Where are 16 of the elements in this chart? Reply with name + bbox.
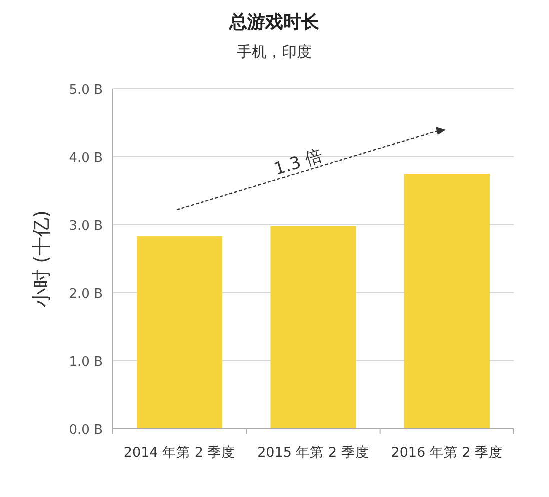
bar — [137, 236, 223, 429]
chart-subtitle: 手机，印度 — [237, 43, 312, 61]
y-tick-label: 0.0 B — [69, 423, 103, 438]
chart-title: 总游戏时长 — [228, 12, 320, 33]
x-tick-label: 2015 年第 2 季度 — [258, 445, 370, 461]
x-tick-label: 2016 年第 2 季度 — [391, 445, 504, 461]
y-tick-label: 4.0 B — [69, 151, 103, 166]
y-tick-label: 3.0 B — [69, 219, 103, 234]
y-tick-label: 1.0 B — [69, 355, 103, 370]
annotation: 1.3 倍 — [272, 146, 326, 180]
x-tick-label: 2014 年第 2 季度 — [124, 445, 236, 461]
bar — [270, 226, 356, 429]
y-tick-label: 2.0 B — [69, 287, 103, 302]
y-tick-label: 5.0 B — [69, 83, 103, 98]
y-axis-title: 小时 (十亿) — [31, 210, 53, 308]
bar — [404, 174, 490, 429]
